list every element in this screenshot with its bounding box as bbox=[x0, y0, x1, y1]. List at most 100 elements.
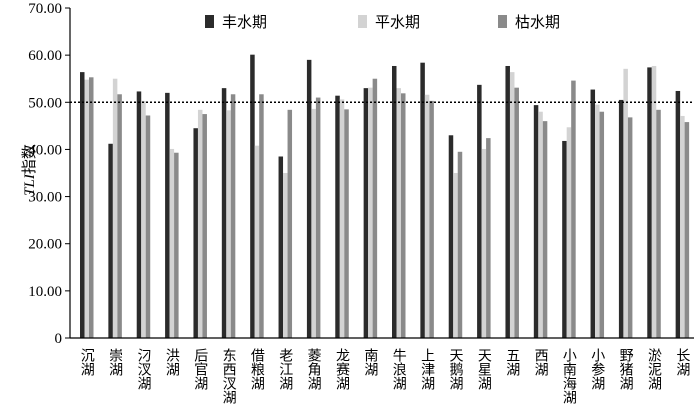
bar-21-1 bbox=[680, 115, 685, 338]
bar-12-1 bbox=[424, 94, 430, 338]
bar-4-0 bbox=[193, 128, 198, 338]
bar-17-0 bbox=[562, 140, 567, 338]
bar-8-1 bbox=[311, 108, 316, 338]
bar-15-2 bbox=[514, 87, 519, 339]
category-label: 南湖 bbox=[362, 348, 378, 377]
bar-2-2 bbox=[145, 115, 151, 338]
bar-17-1 bbox=[566, 127, 572, 339]
bar-6-0 bbox=[250, 54, 255, 339]
bar-5-0 bbox=[221, 88, 227, 339]
bar-0-0 bbox=[80, 72, 85, 338]
y-tick-label: 30.00 bbox=[28, 190, 62, 206]
category-label: 东西汊湖 bbox=[221, 348, 237, 405]
category-labels: 沉湖 崇湖 汈汊湖 洪湖 后官湖 东西汊湖 借粮湖 老江湖 菱角湖 龙赛湖 南湖 牛浪湖 上津湖 天鹅湖天… bbox=[79, 348, 691, 405]
y-tick-label: 20.00 bbox=[28, 237, 62, 253]
category-label: 上津湖 bbox=[419, 348, 435, 391]
legend-swatch bbox=[358, 15, 367, 28]
bar-12-2 bbox=[429, 100, 434, 338]
bar-17-2 bbox=[571, 80, 576, 338]
bar-8-2 bbox=[315, 97, 321, 338]
bar-13-2 bbox=[457, 151, 463, 338]
y-tick-label: 70.00 bbox=[28, 1, 62, 17]
bar-10-2 bbox=[372, 78, 378, 338]
legend: 丰水期 平水期 枯水期 bbox=[205, 13, 560, 31]
category-label: 天鹅湖 bbox=[447, 348, 463, 391]
y-tick-label: 50.00 bbox=[28, 95, 62, 111]
category-label: 老江湖 bbox=[277, 348, 293, 391]
category-label: 小南海湖 bbox=[561, 348, 577, 405]
bar-0-2 bbox=[89, 77, 94, 339]
bar-18-1 bbox=[595, 104, 600, 339]
bar-6-1 bbox=[254, 145, 260, 338]
bar-5-2 bbox=[230, 94, 236, 339]
category-label: 龙赛湖 bbox=[334, 348, 350, 391]
y-axis-title-rest: 指数 bbox=[20, 144, 38, 174]
bar-13-1 bbox=[453, 173, 458, 338]
bar-20-2 bbox=[656, 109, 661, 338]
bar-11-0 bbox=[392, 65, 397, 338]
category-label: 野猪湖 bbox=[618, 348, 634, 391]
category-label: 小参湖 bbox=[589, 348, 605, 391]
bar-19-2 bbox=[627, 117, 633, 338]
bar-2-0 bbox=[136, 91, 142, 338]
category-label: 西湖 bbox=[533, 348, 549, 377]
y-axis-ticks: 0 10.00 20.00 30.00 40.00 50.00 60.00 70.00 bbox=[28, 1, 70, 347]
category-label: 汈汊湖 bbox=[135, 348, 151, 391]
bar-10-1 bbox=[368, 87, 373, 339]
bar-20-1 bbox=[651, 65, 657, 338]
bar-11-1 bbox=[396, 88, 401, 339]
bar-15-0 bbox=[505, 65, 510, 338]
legend-label: 丰水期 bbox=[222, 13, 267, 31]
bar-9-1 bbox=[339, 99, 345, 338]
bar-16-2 bbox=[542, 121, 548, 339]
bar-7-0 bbox=[278, 156, 284, 338]
category-label: 天星湖 bbox=[476, 348, 492, 391]
bar-9-0 bbox=[335, 95, 340, 338]
bar-3-0 bbox=[165, 92, 170, 338]
bar-10-0 bbox=[363, 88, 369, 339]
bars bbox=[80, 54, 690, 339]
bar-3-2 bbox=[174, 152, 179, 338]
bar-20-0 bbox=[647, 67, 652, 339]
category-label: 淤泥湖 bbox=[646, 348, 662, 391]
bar-16-0 bbox=[533, 105, 539, 338]
axes bbox=[69, 8, 694, 339]
category-label: 沉湖 bbox=[79, 348, 95, 377]
bar-21-0 bbox=[675, 90, 681, 338]
category-label: 洪湖 bbox=[164, 348, 180, 377]
bar-7-1 bbox=[283, 173, 288, 338]
y-axis-title: TLI指数 bbox=[20, 144, 38, 196]
category-label: 借粮湖 bbox=[249, 348, 265, 391]
bar-4-2 bbox=[202, 114, 207, 338]
category-label: 崇湖 bbox=[107, 348, 123, 377]
bar-12-0 bbox=[420, 62, 425, 338]
bar-1-0 bbox=[108, 143, 113, 338]
category-label: 长湖 bbox=[674, 348, 690, 377]
bar-21-2 bbox=[684, 122, 690, 338]
bar-19-1 bbox=[623, 68, 628, 339]
bar-18-0 bbox=[590, 89, 596, 338]
bar-7-2 bbox=[287, 109, 293, 338]
legend-label: 平水期 bbox=[375, 13, 420, 31]
category-label: 五湖 bbox=[504, 348, 520, 377]
bar-14-2 bbox=[486, 138, 491, 338]
bar-8-0 bbox=[306, 59, 312, 338]
bar-18-2 bbox=[599, 111, 605, 338]
bar-1-2 bbox=[117, 94, 122, 339]
bar-13-0 bbox=[448, 135, 454, 338]
bar-1-1 bbox=[112, 78, 118, 338]
bar-2-1 bbox=[141, 100, 146, 338]
bar-5-1 bbox=[226, 110, 231, 338]
bar-0-1 bbox=[84, 79, 89, 339]
bar-14-0 bbox=[477, 84, 482, 338]
bar-3-1 bbox=[169, 148, 175, 338]
legend-label: 枯水期 bbox=[515, 13, 560, 31]
y-tick-label: 10.00 bbox=[28, 284, 62, 300]
legend-swatch bbox=[205, 15, 214, 28]
y-tick-label: 60.00 bbox=[28, 48, 62, 64]
category-label: 后官湖 bbox=[192, 348, 208, 391]
category-label: 牛浪湖 bbox=[391, 348, 407, 391]
bar-9-2 bbox=[344, 109, 349, 338]
bar-4-1 bbox=[197, 109, 203, 338]
